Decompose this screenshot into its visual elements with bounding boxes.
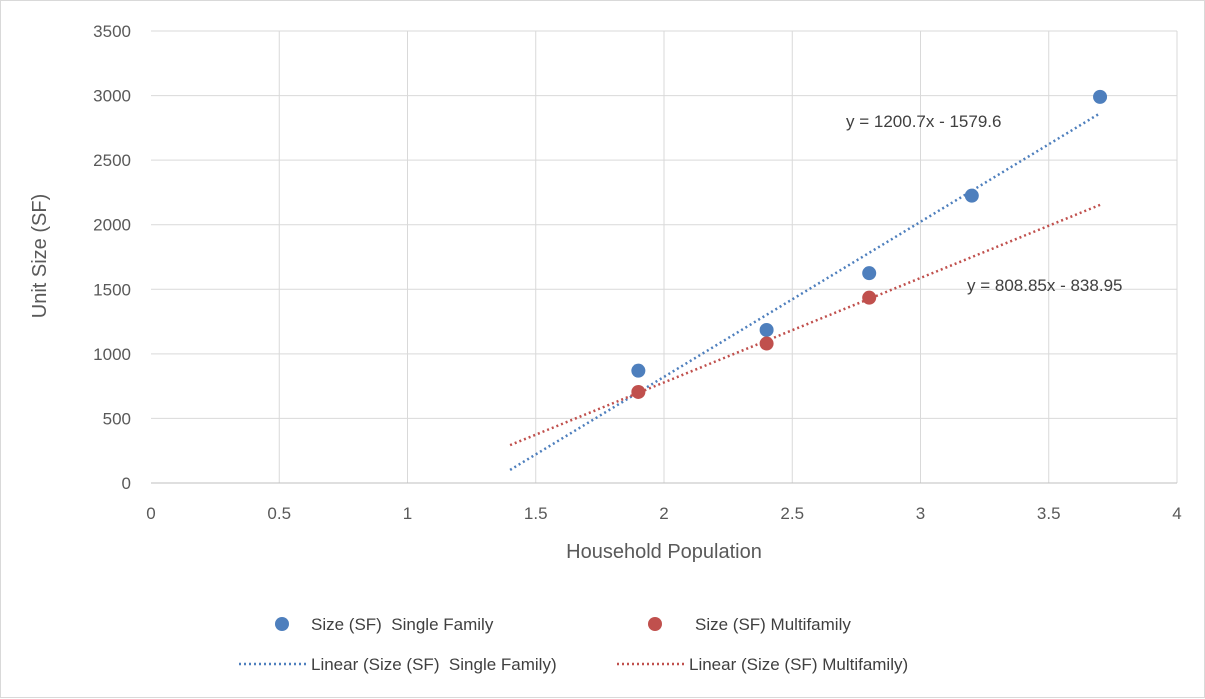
point-single-family (631, 363, 646, 378)
x-tick-label: 0 (146, 504, 155, 523)
legend-label-single-family-trend: Linear (Size (SF) Single Family) (311, 655, 557, 674)
x-tick-label: 2 (659, 504, 668, 523)
trendline-equation-single-family: y = 1200.7x - 1579.6 (846, 112, 1001, 131)
x-axis-title: Household Population (566, 541, 762, 563)
gridlines (151, 30, 1178, 483)
trendlines (509, 112, 1101, 471)
y-tick-label: 500 (103, 409, 131, 428)
tick-labels: 0 0.5 1 1.5 2 2.5 3 3.5 4 0 500 1000 1500 2000 2500 300… (93, 22, 1182, 523)
x-tick-label: 3.5 (1037, 504, 1061, 523)
point-multifamily (759, 336, 774, 351)
y-tick-label: 0 (122, 474, 131, 493)
point-multifamily (862, 290, 877, 305)
legend: Size (SF) Single Family Size (SF) Multif… (239, 615, 908, 674)
point-multifamily (631, 384, 646, 399)
y-axis-title: Unit Size (SF) (29, 194, 51, 318)
trendline-equation-multifamily: y = 808.85x - 838.95 (967, 276, 1122, 295)
x-tick-label: 1.5 (524, 504, 548, 523)
data-points (631, 89, 1108, 399)
y-tick-label: 2500 (93, 151, 131, 170)
point-single-family (964, 188, 979, 203)
x-tick-label: 1 (403, 504, 412, 523)
point-single-family (759, 322, 774, 337)
legend-marker-single-family (275, 617, 289, 631)
y-tick-label: 1000 (93, 345, 131, 364)
point-single-family (1093, 89, 1108, 104)
x-tick-label: 2.5 (780, 504, 804, 523)
x-tick-label: 0.5 (267, 504, 291, 523)
y-tick-label: 1500 (93, 280, 131, 299)
trendline-multifamily (509, 203, 1101, 447)
y-tick-label: 2000 (93, 216, 131, 235)
x-tick-label: 4 (1172, 504, 1181, 523)
legend-label-multifamily-trend: Linear (Size (SF) Multifamily) (689, 655, 908, 674)
legend-label-single-family: Size (SF) Single Family (311, 615, 494, 634)
y-tick-label: 3000 (93, 87, 131, 106)
point-single-family (862, 266, 877, 281)
legend-marker-multifamily (648, 617, 662, 631)
x-tick-label: 3 (916, 504, 925, 523)
y-tick-label: 3500 (93, 22, 131, 41)
legend-label-multifamily: Size (SF) Multifamily (695, 615, 851, 634)
